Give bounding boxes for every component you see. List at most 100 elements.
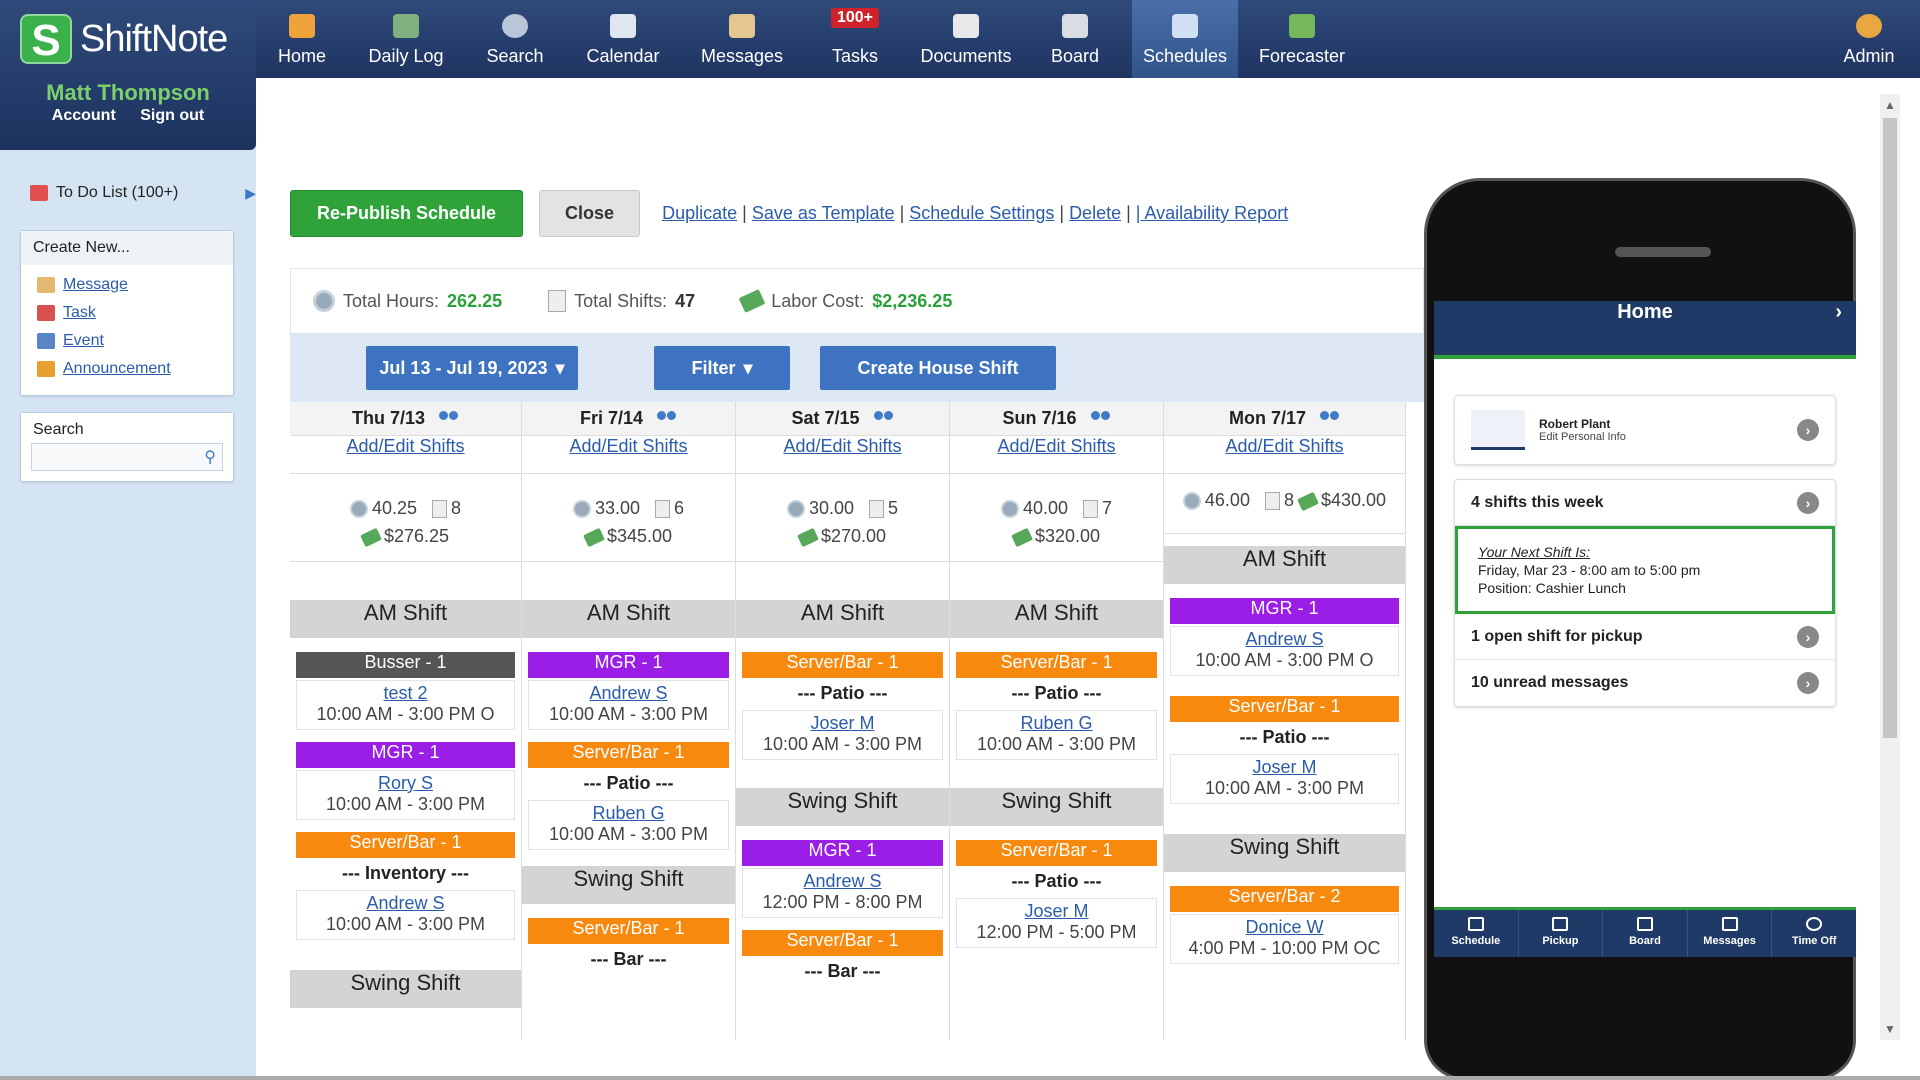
profile-name: Robert Plant — [1539, 417, 1611, 431]
shift-assignment: Andrew S 10:00 AM - 3:00 PM O — [1170, 626, 1399, 676]
nav-schedules[interactable]: Schedules — [1132, 0, 1238, 78]
section-label: --- Patio --- — [1011, 683, 1102, 703]
role-bar[interactable]: Server/Bar - 1 — [956, 652, 1157, 678]
documents-icon — [1264, 492, 1280, 511]
next-shift-time: Friday, Mar 23 - 8:00 am to 5:00 pm — [1478, 562, 1701, 578]
people-icon[interactable] — [1090, 410, 1111, 427]
role-bar[interactable]: MGR - 1 — [742, 840, 943, 866]
phone-tab-messages[interactable]: Messages — [1688, 910, 1773, 957]
list-icon — [1552, 917, 1569, 931]
scroll-up-icon[interactable]: ▲ — [1884, 98, 1896, 112]
search-icon[interactable]: ⚲ — [204, 449, 216, 466]
documents-icon — [548, 290, 567, 312]
duplicate-link[interactable]: Duplicate — [662, 203, 738, 223]
nav-messages[interactable]: Messages — [694, 0, 790, 78]
phone-tab-pickup[interactable]: Pickup — [1519, 910, 1604, 957]
create-task[interactable]: Task — [21, 299, 233, 327]
open-shift-pickup[interactable]: 1 open shift for pickup › — [1455, 614, 1835, 660]
delete-link[interactable]: Delete — [1069, 203, 1122, 223]
role-bar[interactable]: Server/Bar - 1 — [296, 832, 515, 858]
section-label: --- Bar --- — [590, 949, 667, 969]
schedule-grid: Thu 7/13 Add/Edit Shifts 40.25 8 $276.25 … — [290, 402, 1424, 1040]
create-announcement[interactable]: Announcement — [21, 355, 233, 383]
money-icon — [360, 527, 382, 547]
shift-assignment: Joser M 12:00 PM - 5:00 PM — [956, 898, 1157, 948]
shift-header: AM Shift — [290, 600, 521, 638]
phone-tab-schedule[interactable]: Schedule — [1434, 910, 1519, 957]
save-template-link[interactable]: Save as Template — [751, 203, 895, 223]
page-scrollbar[interactable]: ▲ ▼ — [1880, 94, 1900, 1040]
phone-tab-board[interactable]: Board — [1603, 910, 1688, 957]
role-bar[interactable]: MGR - 1 — [528, 652, 729, 678]
scroll-thumb[interactable] — [1883, 118, 1897, 738]
phone-tab-timeoff[interactable]: Time Off — [1772, 910, 1856, 957]
arrow-right-icon: › — [1797, 491, 1819, 514]
app-logo[interactable]: S ShiftNote — [20, 14, 228, 65]
role-bar[interactable]: Server/Bar - 1 — [742, 930, 943, 956]
total-shifts: Total Shifts: 47 — [548, 290, 695, 312]
schedule-actions: Re-Publish Schedule Close Duplicate | Sa… — [290, 190, 1288, 237]
nav-home[interactable]: Home — [262, 0, 342, 78]
calendar-icon — [610, 14, 636, 38]
profile-card[interactable]: Robert Plant Edit Personal Info › — [1454, 395, 1836, 465]
user-links: Account Sign out — [0, 107, 256, 125]
schedules-icon — [1172, 14, 1198, 38]
republish-button[interactable]: Re-Publish Schedule — [290, 190, 524, 237]
documents-icon — [1083, 500, 1099, 519]
people-icon[interactable] — [657, 410, 677, 427]
shifts-this-week[interactable]: 4 shifts this week › — [1455, 480, 1835, 526]
scroll-down-icon[interactable]: ▼ — [1884, 1022, 1896, 1036]
role-bar[interactable]: Server/Bar - 1 — [1170, 696, 1399, 722]
role-bar[interactable]: Server/Bar - 1 — [742, 652, 943, 678]
chevron-right-icon[interactable]: › — [1835, 301, 1842, 323]
availability-report-link[interactable]: | Availability Report — [1135, 203, 1289, 223]
nav-search[interactable]: Search — [470, 0, 560, 78]
logo-mark: S — [20, 14, 72, 65]
shift-header: Swing Shift — [522, 866, 735, 904]
role-bar[interactable]: MGR - 1 — [296, 742, 515, 768]
money-icon — [583, 527, 605, 547]
schedule-settings-link[interactable]: Schedule Settings — [909, 203, 1055, 223]
nav-daily-log[interactable]: Daily Log — [362, 0, 450, 78]
money-icon — [1011, 527, 1033, 547]
nav-tasks[interactable]: 100+ Tasks — [830, 8, 880, 66]
shift-assignment: Rory S 10:00 AM - 3:00 PM — [296, 770, 515, 820]
tasks-count-badge: 100+ — [830, 8, 880, 28]
role-bar[interactable]: Busser - 1 — [296, 652, 515, 678]
role-bar[interactable]: Server/Bar - 2 — [1170, 886, 1399, 912]
role-bar[interactable]: MGR - 1 — [1170, 598, 1399, 624]
action-links: Duplicate | Save as Template | Schedule … — [662, 203, 1289, 223]
create-event[interactable]: Event — [21, 327, 233, 355]
close-button[interactable]: Close — [539, 190, 641, 237]
role-bar[interactable]: Server/Bar - 1 — [528, 918, 729, 944]
nav-admin[interactable]: Admin — [1834, 0, 1904, 78]
todo-list-link[interactable]: To Do List (100+) ▶ — [30, 184, 256, 202]
add-edit-shifts: Add/Edit Shifts — [290, 436, 521, 474]
create-message[interactable]: Message — [21, 271, 233, 299]
nav-calendar[interactable]: Calendar — [578, 0, 668, 78]
shift-header: AM Shift — [950, 600, 1163, 638]
create-house-shift-button[interactable]: Create House Shift — [820, 346, 1056, 390]
shift-header: Swing Shift — [1164, 834, 1405, 872]
add-edit-shifts: Add/Edit Shifts — [1164, 436, 1405, 474]
account-link[interactable]: Account — [51, 107, 116, 124]
people-icon[interactable] — [873, 410, 894, 427]
people-icon[interactable] — [1320, 410, 1340, 427]
people-icon[interactable] — [439, 410, 459, 427]
nav-documents[interactable]: Documents — [914, 0, 1018, 78]
unread-messages[interactable]: 10 unread messages › — [1455, 660, 1835, 706]
role-bar[interactable]: Server/Bar - 1 — [956, 840, 1157, 866]
signout-link[interactable]: Sign out — [140, 107, 205, 124]
money-icon — [738, 289, 766, 313]
arrow-right-icon[interactable]: › — [1797, 419, 1819, 441]
documents-icon — [432, 500, 448, 519]
role-bar[interactable]: Server/Bar - 1 — [528, 742, 729, 768]
day-stats: 46.00 8 $430.00 — [1164, 474, 1405, 534]
day-column: Sun 7/16 Add/Edit Shifts 40.00 7 $320.00 … — [950, 402, 1164, 1040]
nav-board[interactable]: Board — [1034, 0, 1116, 78]
date-range-dropdown[interactable]: Jul 13 - Jul 19, 2023 ▾ — [366, 346, 578, 390]
nav-forecaster[interactable]: Forecaster — [1250, 0, 1354, 78]
bottom-border — [0, 1076, 1920, 1080]
filter-dropdown[interactable]: Filter ▾ — [654, 346, 790, 390]
search-input[interactable]: ⚲ — [31, 443, 223, 471]
